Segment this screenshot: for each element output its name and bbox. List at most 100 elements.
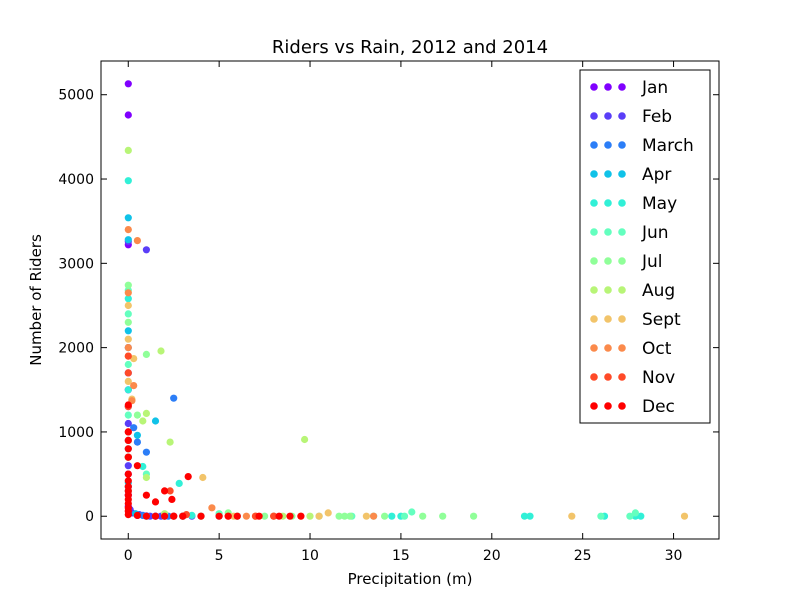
data-point <box>133 462 141 470</box>
data-point <box>197 512 205 520</box>
data-point <box>133 511 141 519</box>
legend-item-nov: Nov <box>590 368 675 388</box>
x-tick-label: 25 <box>574 548 592 564</box>
legend-label: Jun <box>641 223 669 243</box>
data-point <box>124 214 132 222</box>
data-point <box>124 360 132 369</box>
legend-label: Sept <box>642 310 681 330</box>
data-point <box>142 448 150 456</box>
data-point <box>124 428 132 436</box>
legend-label: May <box>642 194 677 214</box>
data-point <box>626 512 634 520</box>
legend-marker <box>590 257 598 265</box>
x-axis-label: Precipitation (m) <box>348 570 473 588</box>
data-point <box>637 512 645 520</box>
data-point <box>270 512 278 520</box>
data-point <box>142 473 150 482</box>
data-point <box>157 347 165 355</box>
data-point <box>400 512 409 520</box>
data-point <box>388 512 396 520</box>
legend-item-sept: Sept <box>590 310 681 330</box>
legend-marker <box>590 170 598 178</box>
data-point <box>124 377 132 385</box>
legend-item-march: March <box>590 136 694 156</box>
legend-marker <box>618 344 626 352</box>
y-tick-label: 0 <box>85 509 94 525</box>
data-point <box>142 512 150 520</box>
legend-marker <box>590 199 598 207</box>
data-point <box>124 344 132 352</box>
data-point <box>133 411 141 419</box>
data-point <box>124 301 132 310</box>
data-point <box>124 411 132 419</box>
data-point <box>124 369 132 377</box>
data-point <box>130 382 138 390</box>
legend-marker <box>604 315 612 323</box>
data-point <box>142 350 150 358</box>
data-point <box>130 355 138 363</box>
data-point <box>168 495 176 503</box>
data-point <box>208 504 216 512</box>
data-point <box>261 512 269 520</box>
legend-marker <box>604 373 612 381</box>
data-point <box>151 417 160 425</box>
series-dec <box>124 401 305 520</box>
legend-marker <box>618 402 626 410</box>
legend-marker <box>604 257 612 265</box>
axis-ticks: 0 5 10 15 20 25 30 0 1000 2000 3000 4000 5000 <box>58 61 719 564</box>
data-point <box>124 453 132 461</box>
data-point <box>362 512 370 520</box>
legend-item-aug: Aug <box>590 281 675 301</box>
data-point <box>179 512 187 520</box>
data-point <box>139 462 147 471</box>
legend-marker <box>618 286 626 294</box>
data-point <box>370 512 378 520</box>
legend-marker <box>618 199 626 207</box>
legend-marker <box>590 402 598 410</box>
series-sept <box>124 301 689 520</box>
data-point <box>124 295 132 303</box>
data-point <box>166 438 174 446</box>
data-point <box>381 512 389 520</box>
y-tick-label: 4000 <box>58 172 94 188</box>
legend-marker <box>604 286 612 294</box>
data-point <box>124 146 132 154</box>
legend-item-oct: Oct <box>590 339 672 359</box>
y-axis-label: Number of Riders <box>27 234 45 366</box>
legend-marker <box>604 170 612 178</box>
data-point <box>124 436 132 444</box>
data-point <box>130 424 138 432</box>
data-point <box>306 512 314 520</box>
data-point <box>184 473 192 481</box>
legend-label: Dec <box>642 397 675 417</box>
data-point <box>124 386 132 394</box>
legend-label: Feb <box>642 107 672 127</box>
data-point <box>199 473 207 482</box>
data-point <box>124 327 132 335</box>
data-point <box>242 512 250 520</box>
data-point <box>124 477 132 485</box>
data-point <box>170 394 178 402</box>
legend-marker <box>604 83 612 91</box>
legend-marker <box>618 112 626 120</box>
y-tick-label: 5000 <box>58 88 94 104</box>
data-point <box>124 510 132 519</box>
legend-marker <box>604 402 612 410</box>
data-point <box>335 512 343 520</box>
data-point <box>297 512 305 520</box>
legend-item-jul: Jul <box>590 252 663 272</box>
legend-marker <box>590 373 598 381</box>
data-point <box>188 511 196 519</box>
legend-marker <box>604 112 612 120</box>
data-point <box>341 512 349 520</box>
data-point <box>142 246 150 254</box>
data-point <box>680 512 689 520</box>
legend-label: Jul <box>641 252 663 272</box>
data-point <box>286 512 294 520</box>
y-tick-label: 1000 <box>58 425 94 441</box>
legend-label: Nov <box>642 368 675 388</box>
legend-label: March <box>642 136 694 156</box>
data-point <box>215 512 223 520</box>
legend-frame <box>579 69 711 424</box>
data-point <box>315 512 323 520</box>
